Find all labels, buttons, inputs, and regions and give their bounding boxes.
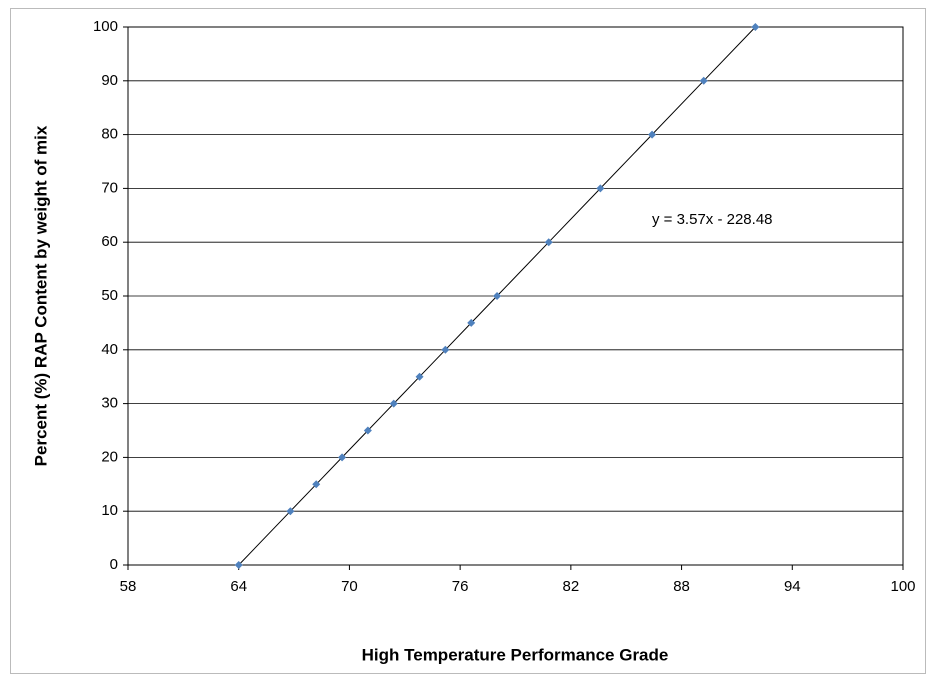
x-tick-label: 100 [890, 578, 915, 595]
y-tick-label: 60 [101, 233, 118, 250]
y-tick-label: 90 [101, 72, 118, 89]
marker [389, 399, 398, 408]
x-tick-label: 88 [673, 578, 690, 595]
x-tick-label: 64 [230, 578, 247, 595]
plot-border [127, 26, 904, 566]
marker [467, 318, 476, 327]
y-tick-label: 0 [110, 556, 118, 573]
y-tick-label: 40 [101, 341, 118, 358]
annotation: y = 3.57x - 228.48 [652, 211, 773, 228]
x-tick-label: 94 [784, 578, 801, 595]
chart-frame [10, 8, 926, 674]
marker [699, 76, 708, 85]
marker [363, 426, 372, 435]
y-axis-title: Percent (%) RAP Content by weight of mix [31, 125, 50, 466]
y-tick-label: 70 [101, 179, 118, 196]
x-tick-label: 76 [452, 578, 469, 595]
marker [312, 480, 321, 489]
marker [544, 238, 553, 247]
marker [415, 372, 424, 381]
x-axis-title: High Temperature Performance Grade [362, 645, 669, 664]
x-tick-label: 70 [341, 578, 358, 595]
marker [441, 345, 450, 354]
y-tick-label: 10 [101, 502, 118, 519]
y-tick-label: 30 [101, 395, 118, 412]
x-tick-label: 82 [563, 578, 580, 595]
marker [286, 507, 295, 516]
marker [648, 130, 657, 139]
marker [596, 184, 605, 193]
x-tick-label: 58 [120, 578, 137, 595]
marker [751, 23, 760, 31]
marker [338, 453, 347, 462]
marker [493, 292, 502, 300]
marker [234, 561, 243, 569]
y-tick-label: 80 [101, 126, 118, 143]
y-tick-label: 20 [101, 448, 118, 465]
y-tick-label: 50 [101, 287, 118, 304]
y-tick-label: 100 [93, 18, 118, 35]
